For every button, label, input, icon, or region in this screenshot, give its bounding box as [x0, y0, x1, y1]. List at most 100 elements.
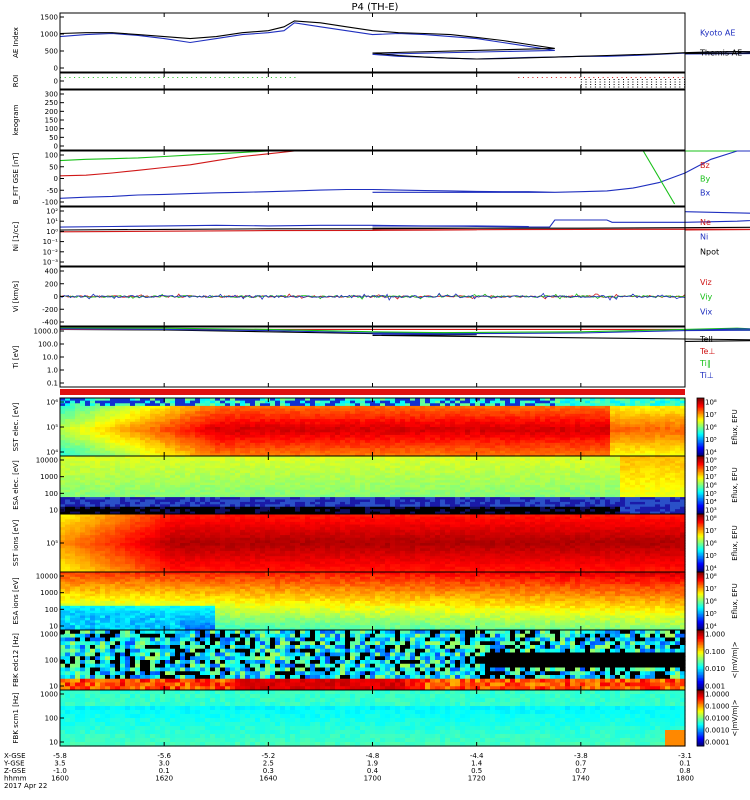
spectrogram-cell [105, 477, 111, 481]
spectrogram-cell [270, 477, 276, 481]
spectrogram-cell [465, 424, 471, 428]
spectrogram-cell [495, 482, 501, 486]
spectrogram-cell [410, 509, 416, 513]
spectrogram-cell [70, 427, 76, 431]
spectrogram-cell [125, 437, 131, 441]
spectrogram-cell [495, 411, 501, 415]
spectrogram-cell [635, 421, 641, 425]
spectrogram-cell [600, 408, 606, 412]
spectrogram-cell [275, 470, 281, 474]
spectrogram-cell [185, 480, 191, 484]
spectrogram-cell [175, 413, 181, 418]
spectrogram-cell [180, 442, 186, 447]
spectrogram-cell [345, 450, 351, 454]
spectrogram-cell [515, 445, 521, 449]
spectrogram-cell [385, 458, 391, 462]
spectrogram-cell [80, 509, 86, 513]
spectrogram-cell [375, 453, 381, 457]
spectrogram-cell [120, 477, 126, 481]
spectrogram-cell [200, 411, 206, 415]
spectrogram-cell [545, 421, 551, 425]
spectrogram-cell [155, 400, 161, 404]
spectrogram-cell [95, 400, 101, 404]
spectrogram-cell [555, 440, 561, 444]
spectrogram-cell [230, 405, 236, 410]
spectrogram-cell [555, 437, 561, 441]
spectrogram-cell [340, 499, 346, 503]
spectrogram-cell [250, 398, 256, 402]
spectrogram-cell [215, 448, 221, 452]
spectrogram-cell [335, 485, 341, 489]
spectrogram-cell [85, 465, 91, 469]
spectrogram-cell [425, 413, 431, 418]
spectrogram-cell [105, 511, 111, 515]
spectrogram-cell [640, 427, 646, 431]
spectrogram-cell [115, 458, 121, 462]
spectrogram-cell [200, 468, 206, 472]
spectrogram-cell [565, 453, 571, 457]
spectrogram-cell [475, 442, 481, 447]
spectrogram-cell [130, 487, 136, 491]
spectrogram-cell [315, 437, 321, 441]
spectrogram-cell [315, 504, 321, 508]
spectrogram-cell [345, 416, 351, 420]
spectrogram-cell [160, 511, 166, 515]
spectrogram-cell [335, 489, 341, 493]
spectrogram-cell [250, 400, 256, 404]
spectrogram-cell [240, 453, 246, 457]
spectrogram-cell [160, 448, 166, 452]
spectrogram-cell [275, 465, 281, 469]
spectrogram-cell [470, 504, 476, 508]
spectrogram-cell [460, 456, 466, 460]
spectrogram-cell [130, 475, 136, 479]
spectrogram-cell [595, 403, 601, 407]
spectrogram-cell [385, 499, 391, 503]
spectrogram-cell [75, 434, 81, 439]
spectrogram-cell [200, 509, 206, 513]
spectrogram-cell [355, 494, 361, 498]
spectrogram-cell [85, 499, 91, 503]
spectrogram-cell [305, 477, 311, 481]
spectrogram-cell [130, 440, 136, 444]
spectrogram-cell [330, 398, 336, 402]
spectrogram-cell [350, 487, 356, 491]
spectrogram-cell [520, 458, 526, 462]
spectrogram-cell [510, 470, 516, 474]
spectrogram-cell [355, 506, 361, 510]
spectrogram-cell [230, 429, 236, 433]
spectrogram-cell [180, 487, 186, 491]
spectrogram-cell [510, 450, 516, 454]
spectrogram-cell [225, 411, 231, 415]
spectrogram-cell [395, 403, 401, 407]
spectrogram-cell [80, 506, 86, 510]
spectrogram-cell [265, 429, 271, 433]
spectrogram-cell [410, 485, 416, 489]
spectrogram-cell [515, 511, 521, 515]
spectrogram-cell [505, 408, 511, 412]
spectrogram-cell [190, 470, 196, 474]
spectrogram-cell [365, 453, 371, 457]
spectrogram-cell [385, 453, 391, 457]
spectrogram-cell [515, 405, 521, 410]
spectrogram-cell [120, 437, 126, 441]
spectrogram-cell [380, 427, 386, 431]
spectrogram-cell [610, 434, 616, 439]
spectrogram-cell [180, 509, 186, 513]
spectrogram-cell [605, 416, 611, 420]
spectrogram-cell [250, 492, 256, 496]
spectrogram-cell [150, 434, 156, 439]
spectrogram-cell [170, 445, 176, 449]
spectrogram-cell [335, 456, 341, 460]
spectrogram-cell [415, 489, 421, 493]
spectrogram-cell [360, 424, 366, 428]
spectrogram-cell [315, 434, 321, 439]
spectrogram-cell [265, 509, 271, 513]
spectrogram-cell [425, 501, 431, 505]
spectrogram-cell [660, 424, 666, 428]
spectrogram-cell [95, 440, 101, 444]
spectrogram-cell [360, 497, 366, 501]
spectrogram-cell [170, 456, 176, 460]
spectrogram-cell [470, 499, 476, 503]
spectrogram-cell [365, 497, 371, 501]
spectrogram-cell [475, 403, 481, 407]
